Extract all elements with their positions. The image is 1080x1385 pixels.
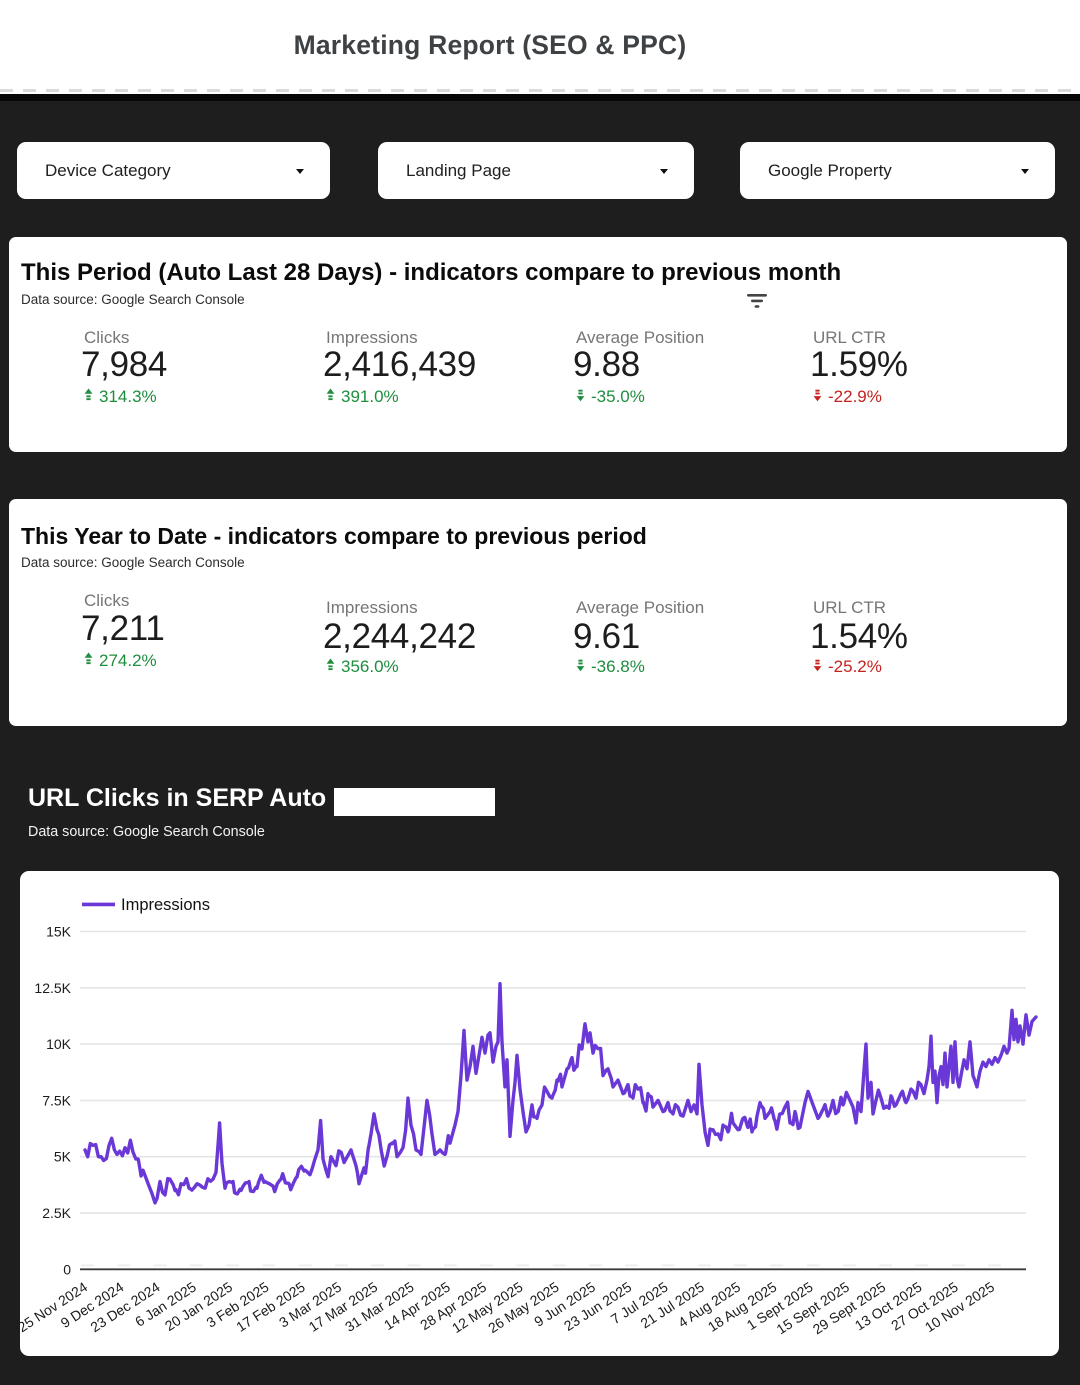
svg-text:7.5K: 7.5K <box>42 1092 71 1108</box>
svg-text:2.5K: 2.5K <box>42 1205 71 1221</box>
svg-text:5K: 5K <box>54 1149 72 1165</box>
svg-text:10K: 10K <box>46 1036 72 1052</box>
svg-text:0: 0 <box>63 1261 71 1277</box>
svg-text:15K: 15K <box>46 924 72 940</box>
svg-text:12.5K: 12.5K <box>34 980 71 996</box>
svg-text:Impressions: Impressions <box>121 896 210 914</box>
